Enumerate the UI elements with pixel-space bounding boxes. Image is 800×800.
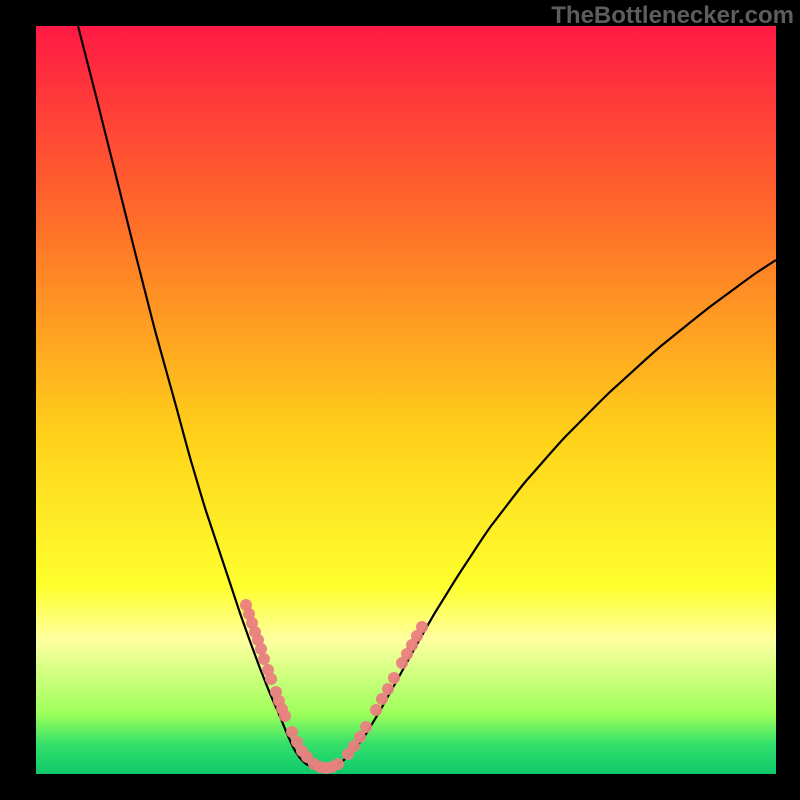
watermark-text: TheBottlenecker.com	[551, 2, 794, 30]
data-marker	[354, 731, 366, 743]
data-marker	[265, 673, 277, 685]
data-marker	[360, 721, 372, 733]
data-marker	[388, 672, 400, 684]
curve-left	[78, 26, 314, 768]
chart-frame: TheBottlenecker.com	[0, 0, 800, 800]
data-marker	[258, 653, 270, 665]
data-marker	[332, 758, 344, 770]
data-marker	[416, 621, 428, 633]
plot-area	[36, 26, 776, 774]
data-marker	[382, 683, 394, 695]
data-marker	[376, 693, 388, 705]
data-marker	[370, 704, 382, 716]
chart-svg	[36, 26, 776, 774]
data-marker	[279, 710, 291, 722]
